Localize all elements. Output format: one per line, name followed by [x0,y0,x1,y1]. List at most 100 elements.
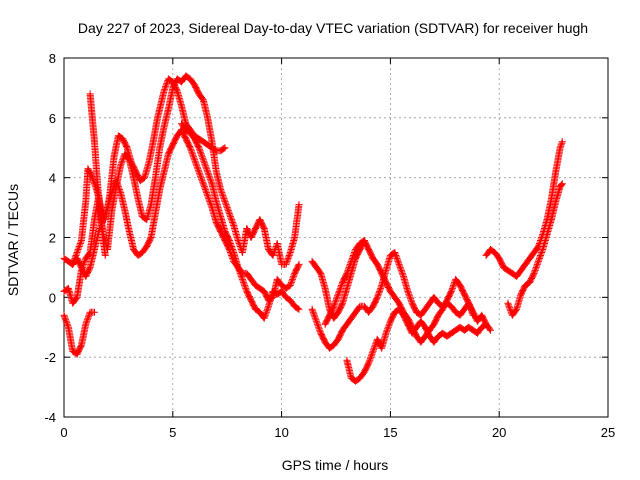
data-point [254,284,257,287]
data-point [376,296,379,299]
data-point [528,281,531,284]
data-point [376,338,379,341]
data-point [267,248,270,251]
data-point [561,182,564,185]
data-point [350,272,353,275]
data-point [498,257,501,260]
data-point [311,260,314,263]
data-point [537,245,540,248]
data-point [485,254,488,257]
series-track-g [308,237,368,322]
data-point [324,341,327,344]
series-track-c [60,308,98,358]
data-point [224,239,226,242]
data-point [91,116,94,119]
data-point [385,281,387,284]
data-point [561,140,564,143]
data-point [450,290,453,293]
data-point [428,335,431,338]
data-point [197,170,200,173]
series-track-i [343,305,494,385]
data-point [511,314,514,317]
data-point [554,200,557,203]
data-point [363,371,366,374]
data-point [372,305,374,308]
data-point [415,311,418,314]
data-point [104,254,107,257]
data-point [102,239,105,242]
data-point [328,347,331,350]
x-axis-label: GPS time / hours [282,457,389,473]
data-point [337,293,340,296]
data-point [515,308,518,311]
data-point [89,92,92,95]
data-point [228,212,231,215]
data-point [132,176,135,179]
data-point [454,329,457,332]
data-point [258,218,261,221]
data-point [271,290,274,293]
data-point [211,182,213,185]
data-point [298,203,300,206]
data-point [350,317,353,320]
data-point [128,158,131,161]
data-point [459,284,461,287]
data-point [363,305,366,308]
data-point [511,272,514,275]
data-point [289,251,292,254]
data-point [91,176,94,179]
data-point [345,359,348,362]
data-point [197,137,200,140]
data-point [358,377,361,380]
data-point [341,302,344,305]
y-tick-label: 4 [49,171,56,186]
data-point [337,311,340,314]
data-point [80,239,83,242]
data-point [245,290,248,293]
data-point [354,248,357,251]
data-point [285,263,287,266]
data-point [393,251,396,254]
data-point [415,335,418,338]
data-point [250,278,253,281]
data-point [232,224,235,227]
data-point [228,239,231,242]
data-point [393,296,396,299]
data-point [211,140,213,143]
data-point [559,146,562,149]
data-point [215,170,218,173]
data-point [489,248,492,251]
data-point [254,308,257,311]
data-point [480,314,483,317]
data-point [110,209,113,212]
data-point [158,146,161,149]
x-tick-label: 5 [169,425,176,440]
data-point [150,203,152,206]
data-point [189,77,192,80]
data-point [241,278,244,281]
data-point [432,323,435,326]
x-tick-label: 20 [492,425,506,440]
data-point [139,179,142,182]
data-point [389,290,392,293]
data-point [254,227,257,230]
data-point [215,221,218,224]
series-track-k [482,138,566,280]
data-point [132,248,135,251]
data-point [150,236,152,239]
data-point [67,260,70,263]
data-point [432,296,435,299]
data-point [276,278,279,281]
data-point [424,308,427,311]
data-point [428,329,431,332]
data-point [206,116,209,119]
data-point [559,185,562,188]
data-point [520,269,522,272]
data-point [121,137,124,140]
data-point [328,314,331,317]
x-tick-label: 15 [383,425,397,440]
data-point [189,131,192,134]
data-point [184,128,187,131]
data-point [337,338,340,341]
axis-ticks: 0 5 10 15 20 25 -4 -2 0 2 4 6 8 [44,51,615,440]
